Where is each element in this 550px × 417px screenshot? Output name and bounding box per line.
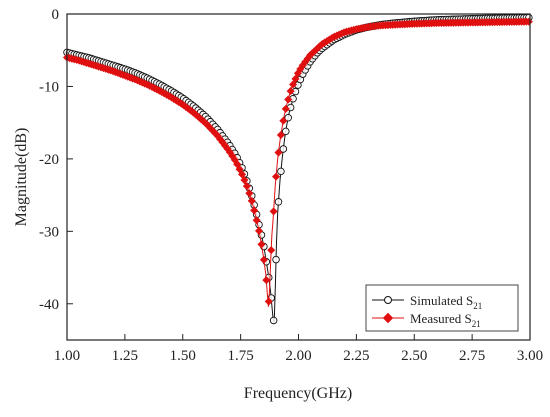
data-point-simulated — [284, 113, 292, 122]
legend-box — [365, 284, 519, 332]
data-point-measured — [289, 80, 298, 89]
data-point-simulated — [272, 255, 280, 264]
data-point-measured — [247, 196, 256, 205]
x-tick-label: 3.00 — [517, 348, 543, 364]
data-point-measured — [524, 17, 533, 26]
data-point-measured — [250, 206, 259, 215]
data-point-measured — [252, 216, 261, 225]
x-tick-label: 1.00 — [54, 348, 80, 364]
data-point-measured — [242, 182, 251, 191]
data-point-measured — [262, 276, 271, 285]
x-tick-label: 2.50 — [401, 348, 427, 364]
data-point-simulated — [269, 316, 278, 325]
data-point-measured — [267, 246, 276, 255]
series-line-simulated — [66, 17, 531, 323]
data-point-measured — [291, 74, 300, 83]
x-tick-label: 1.25 — [112, 348, 138, 364]
x-tick-label: 1.75 — [228, 348, 254, 364]
x-axis-label: Frequency(GHz) — [244, 385, 352, 402]
legend: Simulated S21 Measured S21 — [365, 284, 519, 332]
data-point-measured — [276, 130, 285, 140]
legend-marker-measured — [382, 312, 394, 324]
y-tick-label: -40 — [39, 297, 59, 313]
data-point-measured — [272, 172, 281, 181]
data-point-measured — [245, 189, 254, 198]
data-point-measured — [279, 116, 288, 125]
y-tick-label: -20 — [39, 152, 59, 168]
data-point-measured — [269, 207, 278, 216]
data-point-simulated — [279, 145, 288, 153]
y-tick-label: -10 — [39, 79, 59, 95]
data-point-measured — [240, 176, 249, 185]
data-point-measured — [257, 240, 266, 249]
data-point-measured — [255, 226, 264, 235]
data-point-measured — [274, 148, 283, 157]
data-point-measured — [237, 170, 247, 179]
x-tick-label: 2.25 — [343, 348, 369, 364]
y-tick-label: -30 — [39, 224, 59, 240]
legend-marker-simulated — [384, 296, 392, 304]
axis-ticks: 1.00 1.25 1.50 1.75 2.00 2.25 2.50 2.75 3.00 0 -10… — [39, 7, 543, 364]
data-point-simulated — [274, 198, 283, 206]
x-tick-label: 2.00 — [285, 348, 311, 364]
data-point-measured — [259, 255, 268, 264]
data-point-simulated — [277, 167, 285, 176]
data-point-measured — [286, 87, 295, 96]
x-tick-label: 1.50 — [170, 348, 196, 364]
legend-label-measured: Measured S21 — [410, 311, 481, 329]
y-tick-label: 0 — [52, 7, 60, 23]
legend-label-simulated: Simulated S21 — [410, 293, 482, 311]
y-axis-label: Magnitude(dB) — [13, 128, 30, 227]
series-line-measured — [66, 21, 531, 307]
data-point-simulated — [282, 127, 290, 136]
data-point-measured — [284, 95, 293, 104]
x-tick-label: 2.75 — [459, 348, 485, 364]
data-point-measured — [281, 104, 290, 113]
data-point-measured — [264, 297, 273, 306]
plot-marks — [62, 13, 533, 325]
